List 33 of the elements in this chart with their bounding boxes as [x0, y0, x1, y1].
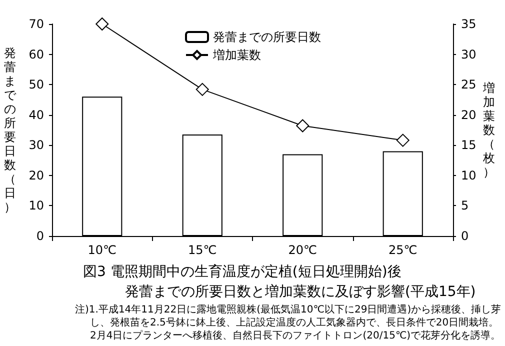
- point: [296, 119, 310, 132]
- point: [96, 18, 109, 30]
- y-tick-label: 30: [28, 138, 44, 152]
- x-tick-label: 10℃: [88, 243, 116, 257]
- y-tick-label: 40: [28, 108, 44, 122]
- y-tick-label: 20: [28, 168, 44, 182]
- y2-axis-title: 増加葉数（枚）: [482, 81, 495, 179]
- text: 発蕾までの所要日数（日）: [4, 46, 16, 214]
- y-tick-label: 60: [28, 47, 44, 62]
- y2-tick-label: 25: [461, 78, 476, 92]
- y2-tick-label: 35: [461, 17, 476, 31]
- y2-tick-label: 20: [461, 108, 476, 122]
- text: し、発根苗を2.5号鉢に鉢上後、上記設定温度の人工気象器内で、長日条件で20日間栽培。: [90, 316, 499, 328]
- y-tick-label: 50: [28, 78, 44, 92]
- y2-tick-label: 0: [461, 229, 469, 243]
- text: 図3 電照期間中の生育温度が定植(短日処理開始)後: [83, 263, 402, 280]
- x-tick-label: 20℃: [288, 243, 317, 257]
- y2-tick-label: 30: [461, 47, 476, 62]
- y2-tick-label: 10: [461, 168, 476, 182]
- legend-label: 発蕾までの所要日数: [213, 30, 321, 44]
- point: [396, 134, 410, 147]
- legend-label: 増加葉数: [212, 48, 261, 62]
- point: [196, 82, 209, 96]
- text: 発蕾までの所要日数と増加葉数に及ぼす影響(平成15年): [125, 283, 476, 300]
- x-tick-label: 15℃: [188, 243, 217, 257]
- x-tick-label: 25℃: [388, 243, 418, 257]
- y2-tick-label: 15: [461, 138, 476, 152]
- y-tick-label: 70: [28, 17, 44, 31]
- y-tick-label: 0: [36, 229, 44, 243]
- text: 2月4日にプランターへ移植後、自然日長下のファイトトロン(20/15℃)で花芽分化を誘導。: [90, 330, 501, 342]
- y2-tick-label: 5: [461, 198, 469, 213]
- y-tick-label: 10: [28, 198, 44, 213]
- text: 注)1.平成14年11月22日に露地電照親株(最低気温10℃以下に29日間遭遇)から採穂後、挿し芽: [75, 304, 502, 316]
